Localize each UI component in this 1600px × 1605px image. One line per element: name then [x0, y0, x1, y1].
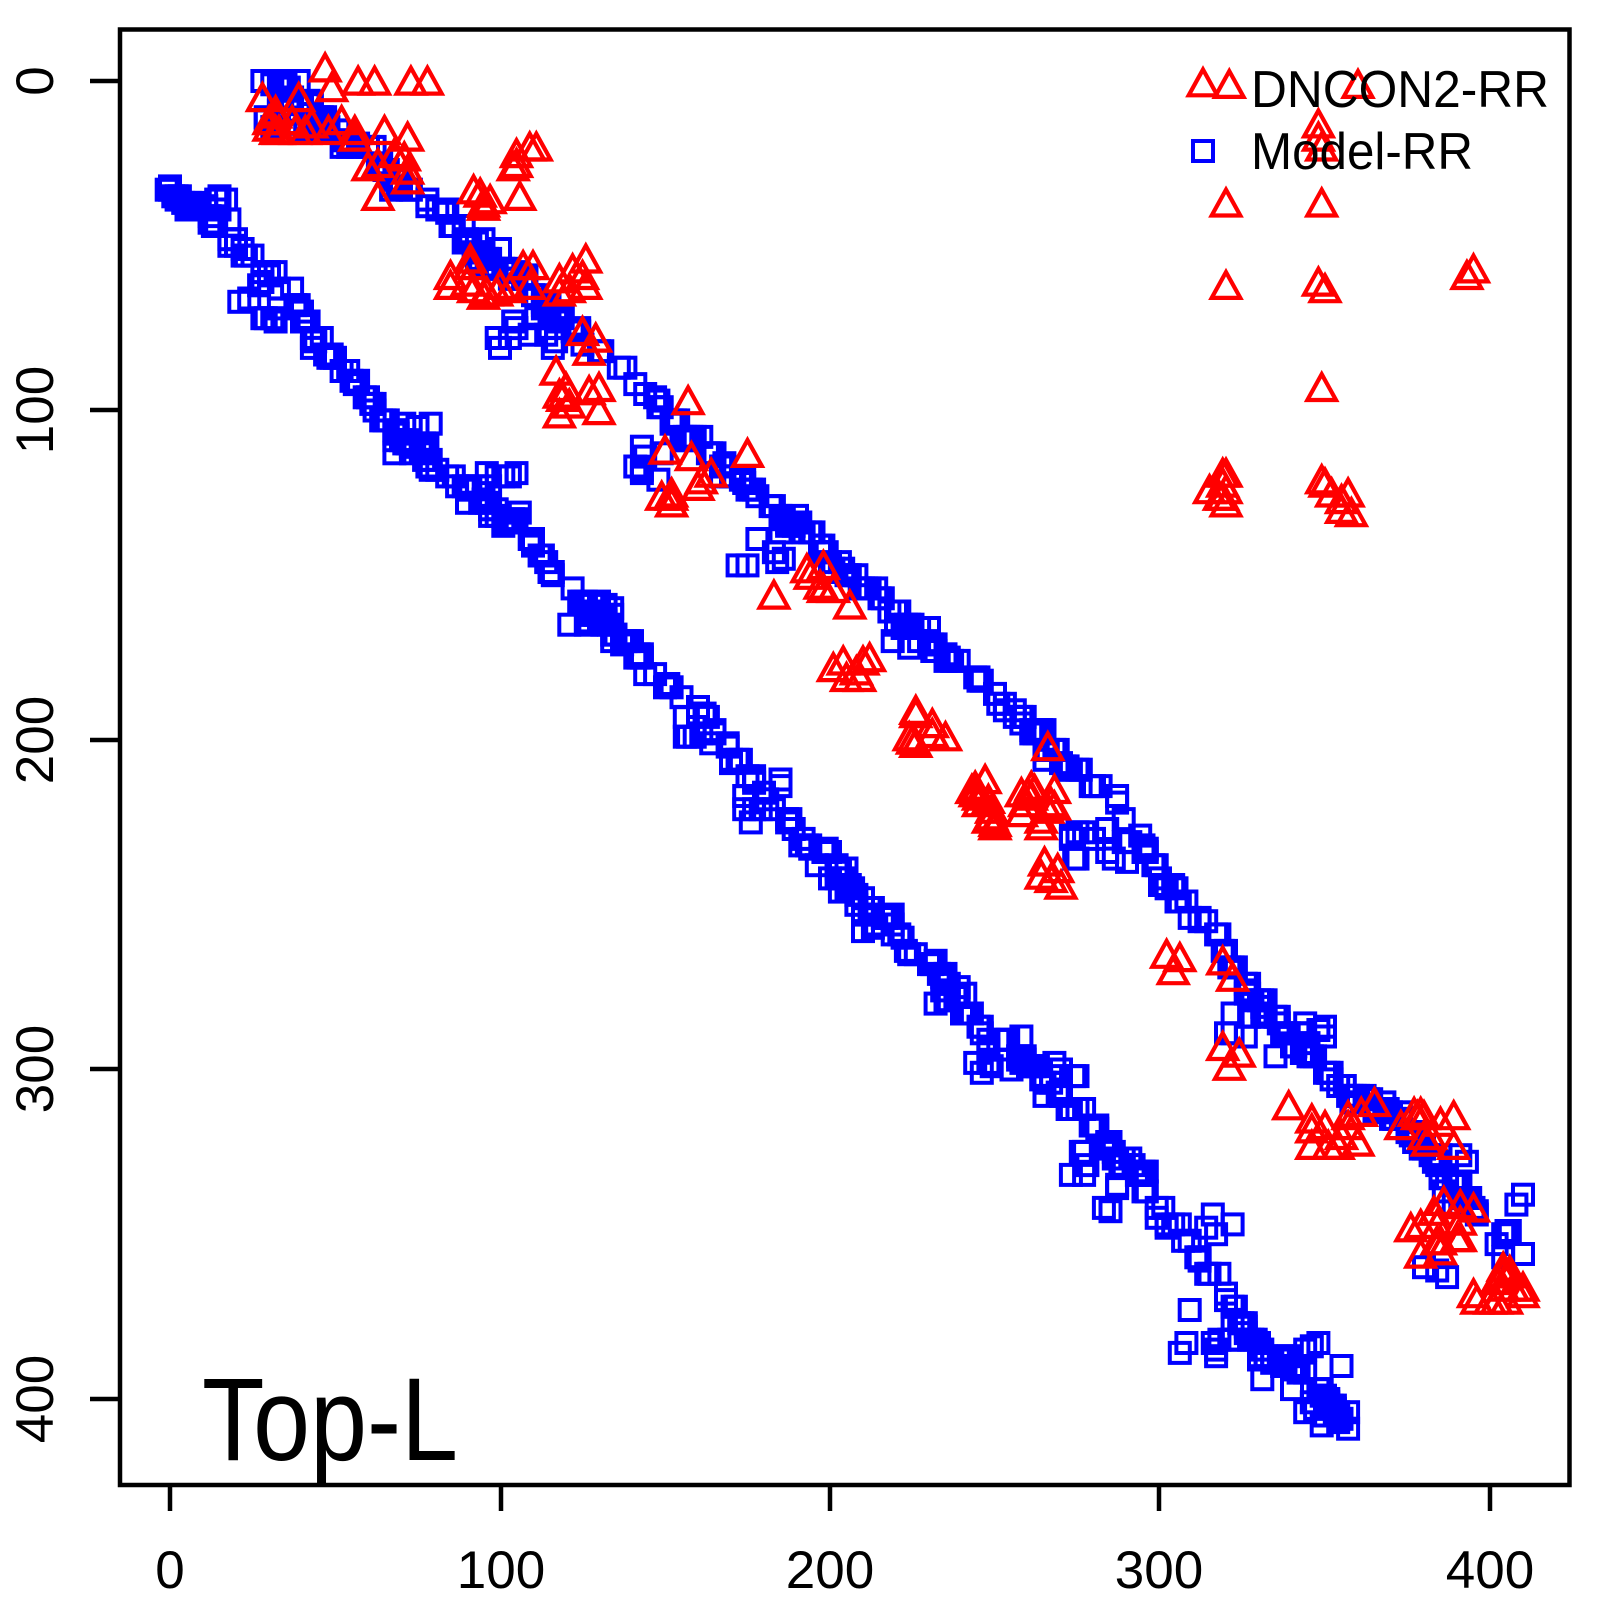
svg-text:200: 200 [6, 696, 65, 784]
svg-text:Top-L: Top-L [202, 1354, 458, 1486]
svg-text:DNCON2-RR: DNCON2-RR [1251, 61, 1549, 119]
svg-text:400: 400 [1446, 1541, 1534, 1600]
svg-text:300: 300 [1115, 1541, 1203, 1600]
svg-text:0: 0 [155, 1541, 184, 1600]
svg-text:0: 0 [6, 66, 65, 95]
svg-text:300: 300 [6, 1025, 65, 1113]
svg-text:100: 100 [6, 366, 65, 454]
svg-text:400: 400 [6, 1355, 65, 1443]
svg-text:Model-RR: Model-RR [1251, 123, 1473, 181]
svg-text:100: 100 [457, 1541, 545, 1600]
svg-text:200: 200 [786, 1541, 874, 1600]
